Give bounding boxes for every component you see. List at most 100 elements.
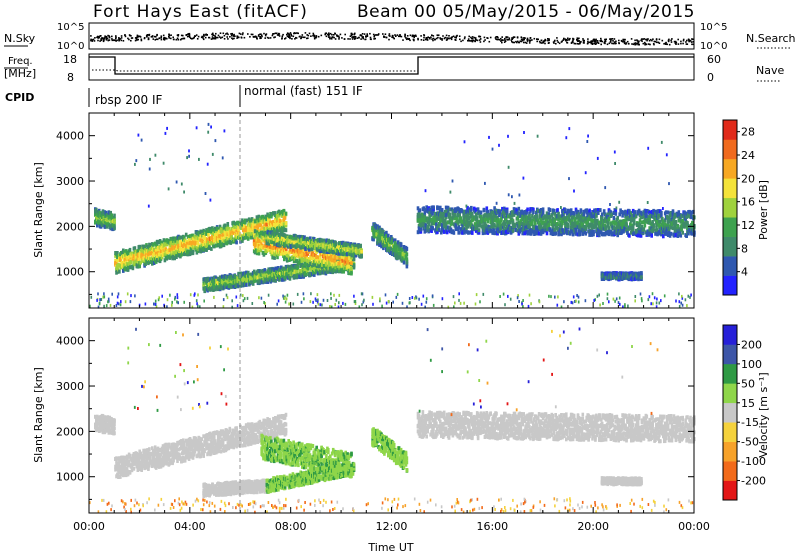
nsky-point (636, 39, 639, 42)
data-cell (284, 255, 287, 260)
nsky-point (568, 39, 570, 41)
data-cell (427, 222, 430, 227)
nsky-point (284, 38, 286, 40)
data-cell (245, 270, 248, 275)
nsky-point (690, 41, 693, 43)
data-cell (319, 256, 322, 261)
data-cell (266, 280, 269, 284)
nsky-point (360, 38, 362, 40)
nsky-point (111, 39, 114, 42)
nsky-point (600, 43, 602, 46)
nsky-point (625, 42, 628, 44)
data-cell (468, 207, 471, 212)
nsky-point (389, 35, 391, 37)
nsky-point (229, 36, 231, 38)
nsky-point (523, 37, 526, 39)
nsky-point (593, 42, 596, 44)
nsky-point (208, 36, 210, 39)
nsky-point (591, 40, 593, 42)
nsky-point (362, 37, 364, 40)
nsky-point (536, 40, 538, 43)
data-cell (478, 221, 482, 226)
nsky-point (249, 36, 251, 38)
nsky-point (682, 38, 685, 41)
nsky-point (508, 38, 510, 41)
data-cell (346, 259, 349, 264)
data-cell (332, 267, 336, 272)
nsky-point (197, 35, 200, 38)
data-cell (270, 214, 273, 219)
nsky-point (260, 37, 262, 39)
nsky-point (100, 39, 102, 42)
nsky-point (119, 38, 122, 40)
nsky-point (191, 38, 193, 40)
data-cell (379, 230, 382, 235)
nsky-point (686, 43, 689, 45)
data-cell (360, 249, 363, 254)
nsky-point (399, 34, 401, 36)
data-cell (108, 216, 111, 221)
data-cell (184, 232, 188, 237)
nsky-point (542, 41, 545, 44)
data-cell (457, 225, 460, 230)
nsky-point (404, 34, 406, 36)
data-cell (176, 249, 179, 254)
data-cell (376, 240, 379, 245)
nsky-point (376, 34, 378, 36)
nsky-point (411, 35, 414, 38)
nsky-point (128, 38, 130, 41)
data-cell (226, 222, 230, 226)
data-cell (312, 237, 316, 241)
data-cell (337, 268, 341, 273)
nsky-point (579, 42, 581, 45)
nsky-point (282, 33, 284, 36)
nsky-point (226, 32, 228, 35)
data-cell (109, 210, 112, 215)
nsky-point (324, 33, 326, 36)
data-cell (212, 288, 215, 292)
nsky-point (406, 35, 409, 37)
data-cell (170, 236, 173, 241)
nsky-point (663, 43, 665, 45)
nsky-point (520, 40, 523, 43)
nsky-point (393, 37, 395, 40)
data-cell (350, 266, 353, 271)
data-cell (327, 260, 331, 265)
data-cell (255, 230, 259, 235)
data-cell (477, 228, 481, 233)
data-cell (265, 249, 269, 254)
nsky-point (180, 38, 183, 40)
nsky-point (666, 43, 668, 46)
nsky-point (642, 42, 645, 45)
nsky-point (583, 39, 585, 42)
nsky-point (644, 43, 646, 46)
data-cell (217, 229, 221, 234)
nsky-point (137, 38, 139, 41)
nsky-point (347, 38, 349, 40)
nsky-point (219, 32, 222, 34)
nsky-point (253, 36, 255, 38)
nsky-point (567, 37, 569, 40)
data-cell (399, 242, 403, 247)
nsky-point (544, 42, 546, 45)
nsky-point (576, 39, 578, 41)
nsky-point (572, 37, 574, 40)
nsky-point (107, 39, 110, 42)
nsky-point (265, 33, 268, 35)
data-cell (117, 267, 120, 272)
data-cell (308, 247, 311, 252)
nsky-point (578, 40, 580, 42)
nsky-point (407, 38, 410, 40)
data-cell (174, 236, 177, 241)
nsky-point (648, 43, 650, 45)
data-cell (349, 258, 352, 263)
data-cell (441, 226, 445, 231)
data-cell (343, 251, 347, 256)
nsky-point (624, 38, 626, 41)
nsky-point (337, 35, 340, 37)
nsky-point (442, 35, 444, 37)
nsky-point (409, 34, 412, 37)
data-cell (405, 264, 409, 269)
nave-trace (92, 69, 418, 72)
data-cell (428, 207, 431, 212)
